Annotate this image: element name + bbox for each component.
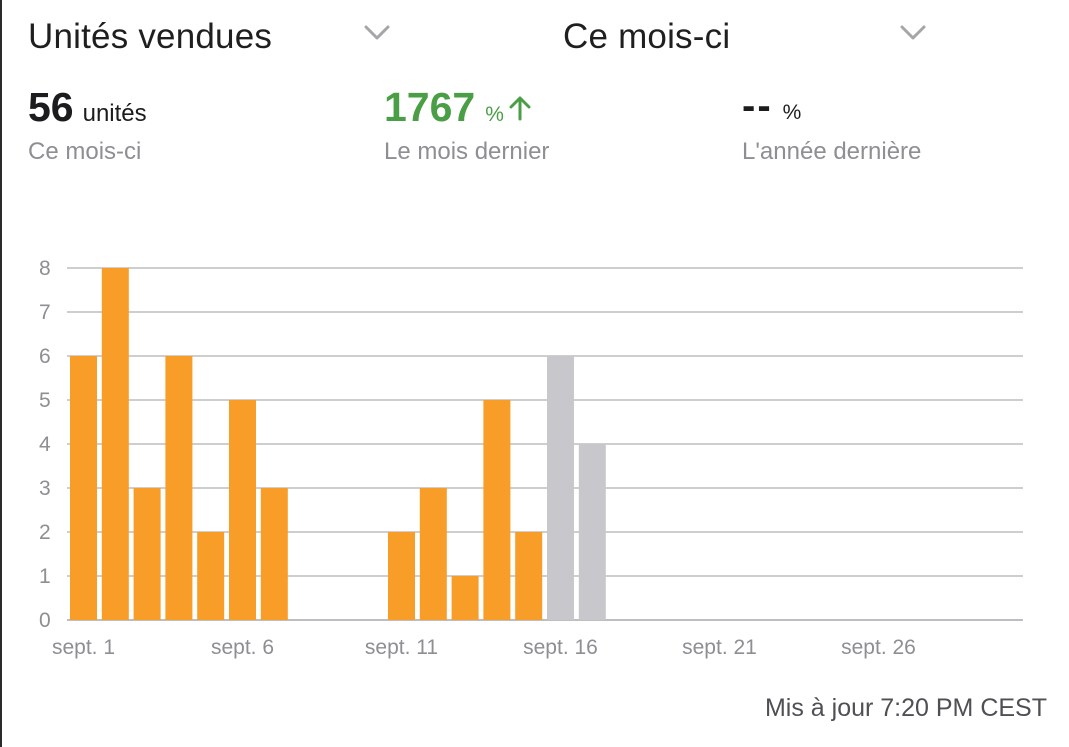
percent-sign: % bbox=[782, 101, 802, 124]
metric-dropdown-label: Unités vendues bbox=[28, 17, 273, 56]
y-tick-label: 0 bbox=[39, 609, 51, 632]
bar-sept-3 bbox=[133, 488, 161, 620]
x-tick-label: sept. 26 bbox=[841, 636, 916, 659]
x-tick-label: sept. 11 bbox=[365, 636, 438, 659]
last-updated: Mis à jour 7:20 PM CEST bbox=[764, 694, 1047, 722]
bar-sept-16 bbox=[547, 356, 574, 620]
chevron-down-icon[interactable] bbox=[362, 22, 392, 44]
bar-sept-1 bbox=[70, 356, 97, 620]
arrow-up-icon bbox=[508, 95, 532, 121]
x-tick-label: sept. 1 bbox=[52, 636, 115, 659]
frame-edge bbox=[0, 0, 2, 747]
last-year-label: L'année dernière bbox=[742, 138, 922, 165]
y-tick-label: 1 bbox=[39, 565, 51, 588]
y-tick-label: 6 bbox=[39, 345, 51, 368]
bar-sept-13 bbox=[451, 576, 479, 620]
x-tick-label: sept. 16 bbox=[523, 636, 598, 659]
y-tick-label: 2 bbox=[39, 521, 51, 544]
bar-sept-12 bbox=[419, 488, 447, 620]
last-year-percent: -- bbox=[742, 84, 773, 128]
y-tick-label: 7 bbox=[39, 301, 51, 324]
bar-sept-2 bbox=[101, 268, 129, 620]
bar-sept-4 bbox=[165, 356, 193, 620]
current-period-label: Ce mois-ci bbox=[28, 138, 142, 165]
bar-sept-6 bbox=[229, 400, 256, 620]
metric-dropdown[interactable]: Unités vendues bbox=[28, 12, 272, 62]
x-tick-label: sept. 21 bbox=[682, 636, 757, 659]
units-bar-chart: 0 1 2 3 4 5 6 7 8 sept. 1 sept. 6 sept. 11 sept. 16 s… bbox=[39, 257, 1023, 659]
bar-sept-17 bbox=[578, 444, 606, 620]
last-month-percent: 1767 bbox=[384, 84, 476, 130]
chevron-down-icon[interactable] bbox=[898, 22, 928, 44]
y-tick-label: 3 bbox=[39, 477, 51, 500]
y-tick-label: 4 bbox=[39, 433, 51, 456]
bar-sept-5 bbox=[197, 532, 225, 620]
x-tick-label: sept. 6 bbox=[211, 636, 274, 659]
y-tick-label: 8 bbox=[39, 257, 51, 280]
units-count: 56 bbox=[28, 84, 74, 130]
period-dropdown-label: Ce mois-ci bbox=[563, 17, 731, 56]
period-dropdown[interactable]: Ce mois-ci bbox=[563, 12, 730, 62]
percent-sign: % bbox=[485, 103, 504, 126]
bar-sept-11 bbox=[388, 532, 415, 620]
units-label: unités bbox=[82, 100, 147, 127]
y-tick-label: 5 bbox=[39, 389, 51, 412]
last-month-label: Le mois dernier bbox=[384, 138, 550, 165]
last-year-change: -- % bbox=[742, 84, 801, 138]
bar-sept-15 bbox=[515, 532, 543, 620]
bar-sept-7 bbox=[260, 488, 288, 620]
units-sold-value: 56 unités bbox=[28, 84, 147, 138]
bar-sept-14 bbox=[483, 400, 511, 620]
last-month-change: 1767 % bbox=[384, 84, 532, 138]
